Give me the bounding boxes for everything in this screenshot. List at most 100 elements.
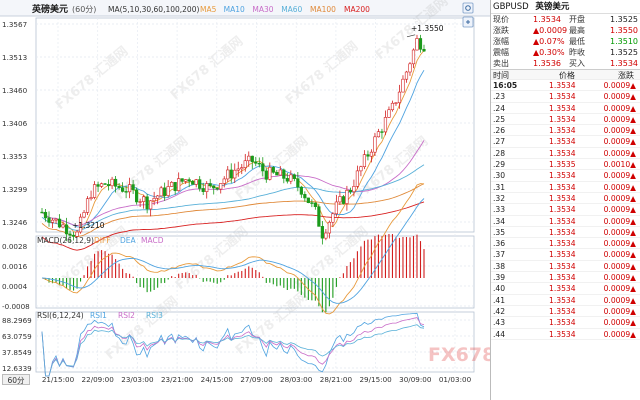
macd-axis-label: 0.0004 (2, 282, 28, 291)
symbol-header: GBPUSD 英镑美元 (491, 0, 640, 14)
tick-row[interactable]: .33 1.3534 0.0009▲ (491, 204, 640, 216)
quote-label: 开盘 (569, 15, 585, 24)
tick-row[interactable]: .38 1.3534 0.0009▲ (491, 261, 640, 273)
time-axis-label: 24/15:00 (201, 375, 234, 384)
candle-body (131, 184, 135, 191)
tick-time: .26 (493, 126, 506, 136)
tick-table-header: 时间 价格 涨跌 (491, 69, 640, 80)
quote-label: 最高 (569, 26, 585, 35)
candle-body (121, 187, 125, 192)
tick-row[interactable]: .32 1.3534 0.0009▲ (491, 193, 640, 205)
tick-price: 1.3534 (549, 114, 576, 124)
tick-row[interactable]: .37 1.3534 0.0009▲ (491, 249, 640, 261)
tick-row[interactable]: .43 1.3534 0.0009▲ (491, 317, 640, 329)
tick-time: .27 (493, 137, 506, 147)
pane-frame (35, 311, 475, 373)
candle-body (254, 161, 258, 164)
tick-row[interactable]: .29 1.3535 0.0010▲ (491, 159, 640, 171)
tick-row[interactable]: .35 1.3534 0.0009▲ (491, 227, 640, 239)
candle-body (208, 183, 212, 187)
tick-change: 0.0009▲ (603, 126, 636, 136)
tick-row[interactable]: .31 1.3534 0.0009▲ (491, 182, 640, 193)
candle-body (404, 71, 409, 80)
quote-value: ▲0.0009 (533, 26, 568, 35)
candle-body (387, 109, 391, 118)
tick-price: 1.3534 (549, 148, 576, 158)
candle-body (411, 49, 416, 65)
tick-row[interactable]: .24 1.3534 0.0009▲ (491, 103, 640, 114)
col-change: 涨跌 (618, 71, 634, 80)
tick-table[interactable]: 16:05 1.3534 0.0009▲ .23 1.3534 0.0009▲ .24 1.3… (491, 80, 640, 340)
candle-body (310, 202, 314, 204)
tick-row[interactable]: .34 1.3534 0.0009▲ (491, 216, 640, 227)
candle-body (54, 218, 58, 221)
tick-time: .38 (493, 261, 506, 271)
tick-price: 1.3534 (549, 273, 576, 283)
tick-change: 0.0009▲ (603, 329, 636, 339)
tick-row[interactable]: .30 1.3534 0.0009▲ (491, 170, 640, 182)
gear-icon[interactable] (462, 2, 474, 14)
tick-row[interactable]: .28 1.3534 0.0009▲ (491, 148, 640, 160)
macd-axis-label: -0.0008 (2, 302, 30, 311)
candle-body (278, 169, 282, 176)
price-axis-label: 1.3299 (2, 185, 28, 194)
rsi-axis-label: 37.8549 (2, 348, 32, 357)
tick-price: 1.3534 (549, 295, 576, 305)
candle-body (152, 198, 156, 202)
ma-line-ma60 (41, 164, 425, 231)
tick-price: 1.3534 (549, 126, 576, 136)
candle-body (138, 201, 142, 203)
quote-value: 1.3525 (610, 48, 638, 57)
tick-time: .44 (493, 329, 506, 339)
candle-body (285, 178, 289, 182)
time-axis-label: 21/15:00 (42, 375, 75, 384)
candle-body (194, 179, 198, 185)
price-axis-label: 1.3406 (2, 119, 28, 128)
tick-time: .29 (493, 160, 506, 170)
price-axis: 1.3567 1.3513 1.3460 1.3406 1.3353 1.3299 1.32… (2, 20, 28, 227)
candle-body (43, 211, 48, 219)
tick-row[interactable]: .25 1.3534 0.0009▲ (491, 114, 640, 126)
tick-row[interactable]: .41 1.3534 0.0009▲ (491, 295, 640, 306)
tick-row[interactable]: .23 1.3534 0.0009▲ (491, 91, 640, 103)
tick-row[interactable]: .26 1.3534 0.0009▲ (491, 125, 640, 137)
tick-row[interactable]: .39 1.3534 0.0009▲ (491, 272, 640, 284)
tick-row[interactable]: .42 1.3534 0.0009▲ (491, 306, 640, 318)
candle-body (78, 216, 83, 233)
chart-area[interactable]: 英磅美元 (60分) MA(5,10,30,60,100,200) MA5 MA1… (0, 0, 490, 400)
tick-row[interactable]: .27 1.3534 0.0009▲ (491, 136, 640, 148)
tick-time: .24 (493, 103, 506, 113)
ma-legend-ma10: MA10 (224, 5, 245, 14)
candle-body (271, 167, 275, 173)
quote-label: 最低 (569, 37, 585, 46)
candlesticks (40, 34, 426, 245)
price-axis-label: 1.3513 (2, 53, 27, 62)
tick-time: .32 (493, 193, 506, 203)
quote-value: ▲0.30% (533, 48, 565, 57)
candle-body (362, 154, 367, 168)
quote-row: 现价 1.3534 开盘 1.3525 (491, 14, 640, 25)
time-axis-label: 29/15:00 (359, 375, 392, 384)
expand-icon[interactable] (462, 16, 474, 28)
candle-body (243, 160, 247, 168)
tick-price: 1.3534 (549, 284, 576, 294)
rsi-label: RSI(6,12,24) (37, 311, 84, 320)
tick-row[interactable]: .44 1.3534 0.0009▲ (491, 329, 640, 340)
period-button[interactable]: 60分 (2, 374, 30, 385)
tick-price: 1.3534 (549, 171, 576, 181)
macd-dea-line (41, 198, 425, 304)
tick-change: 0.0009▲ (603, 318, 636, 328)
tick-time: .28 (493, 148, 506, 158)
tick-price: 1.3534 (549, 306, 576, 316)
price-axis-label: 1.3567 (2, 20, 27, 29)
candle-body (142, 196, 146, 202)
tick-row[interactable]: 16:05 1.3534 0.0009▲ (491, 80, 640, 92)
candle-body (145, 196, 149, 210)
quote-value: 1.3550 (610, 26, 638, 35)
ma-line-ma5 (41, 50, 425, 233)
time-axis-label: 30/09:00 (399, 375, 432, 384)
tick-row[interactable]: .36 1.3534 0.0009▲ (491, 238, 640, 250)
candle-body (205, 183, 209, 192)
candle-body (383, 117, 388, 133)
tick-row[interactable]: .40 1.3534 0.0009▲ (491, 283, 640, 295)
